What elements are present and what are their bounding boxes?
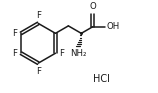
Text: F: F xyxy=(59,49,64,58)
Text: NH₂: NH₂ xyxy=(70,49,87,58)
Text: F: F xyxy=(12,49,18,58)
Text: HCl: HCl xyxy=(93,74,110,84)
Text: F: F xyxy=(36,67,41,76)
Text: F: F xyxy=(36,11,41,20)
Text: F: F xyxy=(12,29,18,38)
Text: O: O xyxy=(89,3,96,11)
Text: OH: OH xyxy=(107,22,120,31)
